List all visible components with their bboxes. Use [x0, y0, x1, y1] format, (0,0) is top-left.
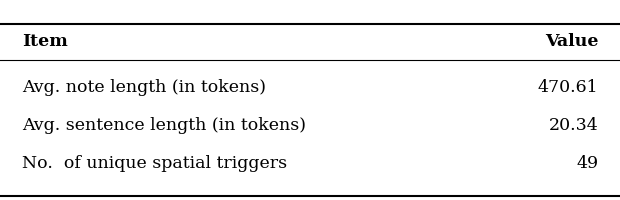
- Text: 20.34: 20.34: [549, 116, 598, 134]
- Text: No.  of unique spatial triggers: No. of unique spatial triggers: [22, 154, 287, 171]
- Text: Avg. note length (in tokens): Avg. note length (in tokens): [22, 79, 266, 96]
- Text: Value: Value: [545, 33, 598, 50]
- Text: 49: 49: [576, 154, 598, 171]
- Text: Item: Item: [22, 33, 68, 50]
- Text: Avg. sentence length (in tokens): Avg. sentence length (in tokens): [22, 116, 306, 134]
- Text: 470.61: 470.61: [538, 79, 598, 96]
